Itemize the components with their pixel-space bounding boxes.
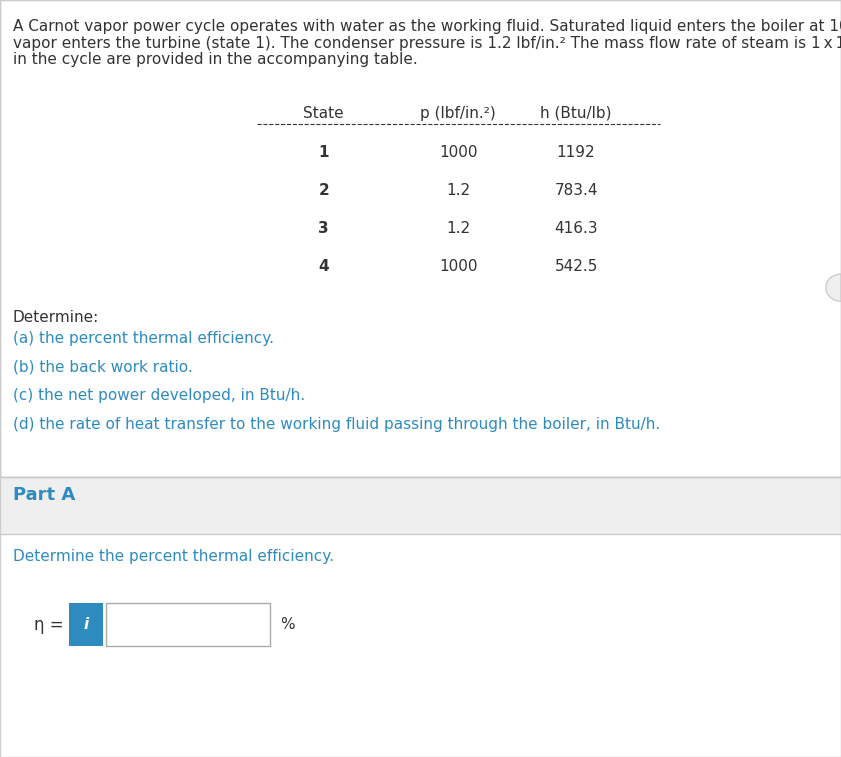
Text: h (Btu/lb): h (Btu/lb)	[540, 106, 612, 121]
FancyBboxPatch shape	[69, 603, 103, 646]
Text: 1000: 1000	[439, 259, 478, 274]
Text: A Carnot vapor power cycle operates with water as the working fluid. Saturated l: A Carnot vapor power cycle operates with…	[13, 19, 841, 34]
Text: 1: 1	[319, 145, 329, 160]
FancyBboxPatch shape	[0, 477, 841, 534]
Text: Determine:: Determine:	[13, 310, 99, 326]
Text: (b) the back work ratio.: (b) the back work ratio.	[13, 360, 193, 375]
Text: 542.5: 542.5	[554, 259, 598, 274]
Text: State: State	[304, 106, 344, 121]
Text: Determine the percent thermal efficiency.: Determine the percent thermal efficiency…	[13, 549, 334, 564]
FancyBboxPatch shape	[0, 0, 841, 477]
Text: %: %	[280, 617, 294, 632]
Text: 1000: 1000	[439, 145, 478, 160]
Text: 783.4: 783.4	[554, 183, 598, 198]
Text: Part A: Part A	[13, 486, 75, 504]
Text: η =: η =	[34, 615, 63, 634]
Text: (d) the rate of heat transfer to the working fluid passing through the boiler, i: (d) the rate of heat transfer to the wor…	[13, 417, 660, 432]
Text: i: i	[83, 617, 88, 632]
Text: 1.2: 1.2	[447, 221, 470, 236]
Text: (a) the percent thermal efficiency.: (a) the percent thermal efficiency.	[13, 331, 273, 346]
Text: in the cycle are provided in the accompanying table.: in the cycle are provided in the accompa…	[13, 52, 417, 67]
Text: 4: 4	[319, 259, 329, 274]
Text: 2: 2	[319, 183, 329, 198]
Wedge shape	[826, 274, 841, 301]
Text: p (lbf/in.²): p (lbf/in.²)	[420, 106, 496, 121]
Text: (c) the net power developed, in Btu/h.: (c) the net power developed, in Btu/h.	[13, 388, 304, 403]
Text: 416.3: 416.3	[554, 221, 598, 236]
Text: 1192: 1192	[557, 145, 595, 160]
Text: 1.2: 1.2	[447, 183, 470, 198]
FancyBboxPatch shape	[106, 603, 270, 646]
Text: 3: 3	[319, 221, 329, 236]
Text: vapor enters the turbine (state 1). The condenser pressure is 1.2 lbf/in.² The m: vapor enters the turbine (state 1). The …	[13, 36, 841, 51]
FancyBboxPatch shape	[0, 534, 841, 757]
